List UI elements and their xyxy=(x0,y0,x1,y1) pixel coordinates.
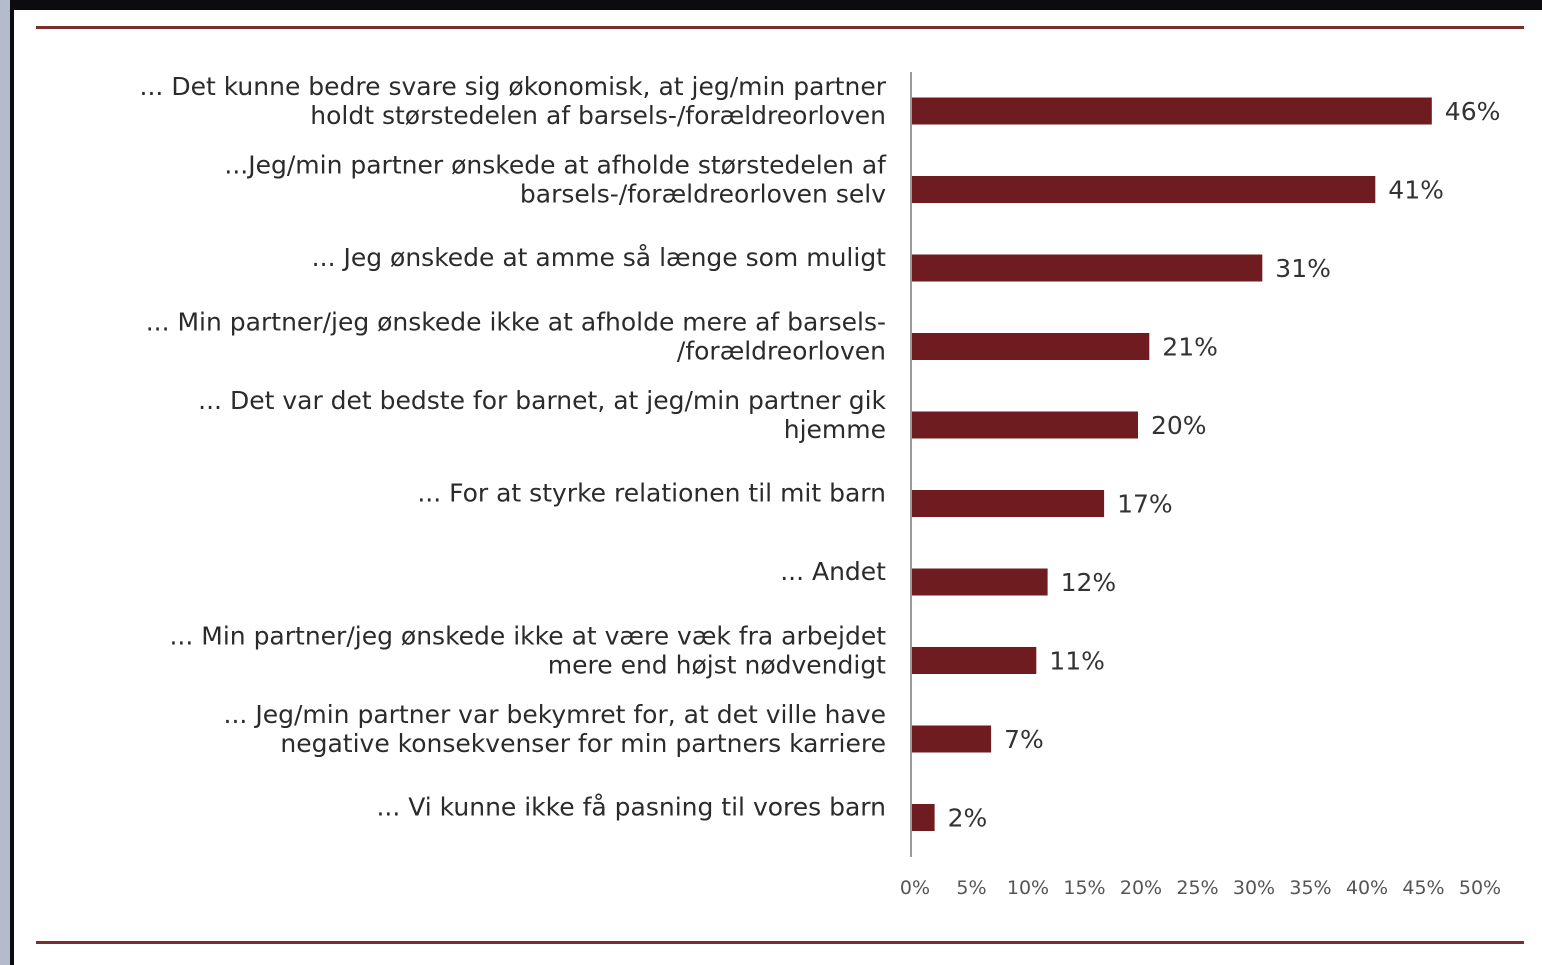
category-label: ... Jeg/min partner var bekymret for, at… xyxy=(224,700,886,729)
value-label: 20% xyxy=(1151,411,1207,440)
value-label: 12% xyxy=(1061,568,1117,597)
category-label: holdt størstedelen af barsels-/forældreo… xyxy=(310,101,886,130)
x-tick-label: 10% xyxy=(1007,877,1049,899)
category-label: mere end højst nødvendigt xyxy=(548,651,886,680)
bar xyxy=(912,568,1048,596)
x-tick-label: 25% xyxy=(1176,877,1218,899)
category-label: ... Min partner/jeg ønskede ikke at være… xyxy=(169,622,886,651)
x-tick-label: 5% xyxy=(956,877,986,899)
x-tick-label: 15% xyxy=(1063,877,1105,899)
x-tick-label: 50% xyxy=(1459,877,1501,899)
bar xyxy=(912,490,1105,517)
bar xyxy=(912,725,992,753)
x-tick-label: 0% xyxy=(900,877,930,899)
value-label: 11% xyxy=(1049,647,1105,676)
category-label: ... Jeg ønskede at amme så længe som mul… xyxy=(312,243,887,272)
bar xyxy=(912,333,1150,360)
category-label: barsels-/forældreorloven selv xyxy=(520,180,886,209)
category-label: ... Andet xyxy=(780,557,886,586)
bar xyxy=(912,97,1432,125)
category-label: hjemme xyxy=(784,415,886,444)
window-edge xyxy=(0,0,10,965)
value-label: 17% xyxy=(1117,490,1173,519)
value-label: 31% xyxy=(1275,254,1331,283)
bottom-rule xyxy=(36,941,1524,944)
value-label: 46% xyxy=(1445,97,1501,126)
bar xyxy=(912,411,1138,439)
category-label: ... Det var det bedste for barnet, at je… xyxy=(198,386,886,415)
x-tick-label: 45% xyxy=(1402,877,1444,899)
category-label: /forældreorloven xyxy=(677,337,886,366)
value-label: 7% xyxy=(1004,725,1044,754)
category-label: ... Det kunne bedre svare sig økonomisk,… xyxy=(140,72,887,101)
category-label: ... Min partner/jeg ønskede ikke at afho… xyxy=(146,308,886,337)
bar xyxy=(912,254,1263,282)
category-label: ... For at styrke relationen til mit bar… xyxy=(417,479,886,508)
category-label: ...Jeg/min partner ønskede at afholde st… xyxy=(224,151,887,180)
bar xyxy=(912,176,1376,203)
top-rule xyxy=(36,26,1524,29)
value-label: 2% xyxy=(948,804,988,833)
x-tick-label: 30% xyxy=(1233,877,1275,899)
category-label: negative konsekvenser for min partners k… xyxy=(280,729,886,758)
bar xyxy=(912,804,935,831)
value-label: 21% xyxy=(1162,333,1218,362)
chart-panel xyxy=(14,10,1542,965)
x-tick-label: 35% xyxy=(1289,877,1331,899)
value-label: 41% xyxy=(1388,176,1444,205)
x-tick-label: 40% xyxy=(1346,877,1388,899)
x-tick-label: 20% xyxy=(1120,877,1162,899)
bar xyxy=(912,647,1037,674)
category-label: ... Vi kunne ikke få pasning til vores b… xyxy=(376,793,886,822)
